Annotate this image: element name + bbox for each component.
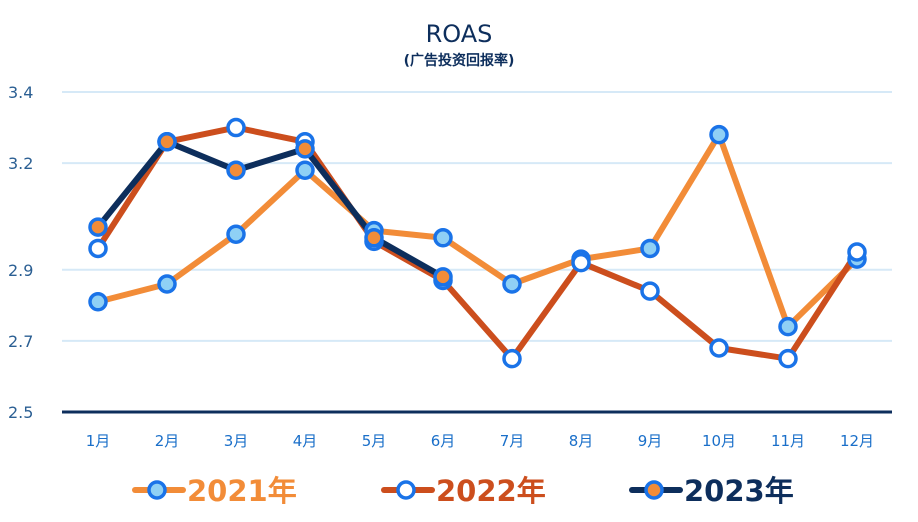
x-tick-label: 7月 (500, 432, 525, 450)
data-point (226, 224, 246, 244)
x-tick-label: 1月 (86, 432, 111, 450)
legend-label: 2022年 (436, 474, 546, 508)
series-line (95, 138, 446, 280)
data-point (433, 267, 453, 287)
data-point (847, 242, 867, 262)
data-point (295, 160, 315, 180)
data-point (226, 160, 246, 180)
chart-subtitle: (广告投资回报率) (403, 53, 515, 69)
x-tick-label: 4月 (293, 432, 318, 450)
data-point (640, 281, 660, 301)
y-tick-label: 3.2 (8, 154, 33, 173)
chart-title: ROAS (425, 20, 493, 48)
data-point (709, 338, 729, 358)
x-tick-label: 2月 (155, 432, 180, 450)
x-tick-label: 8月 (569, 432, 594, 450)
data-point (157, 274, 177, 294)
x-tick-label: 12月 (840, 432, 874, 450)
data-point (157, 132, 177, 152)
legend-swatch-marker (644, 480, 664, 500)
y-tick-label: 3.4 (8, 83, 33, 102)
data-point (433, 228, 453, 248)
data-point (364, 228, 384, 248)
y-tick-label: 2.5 (8, 403, 33, 422)
data-point (88, 292, 108, 312)
data-point (502, 274, 522, 294)
x-tick-label: 6月 (431, 432, 456, 450)
legend-swatch-marker (396, 480, 416, 500)
data-point (778, 348, 798, 369)
x-tick-label: 10月 (702, 432, 736, 450)
data-point (88, 238, 108, 259)
data-point (295, 139, 315, 159)
y-tick-label: 2.7 (8, 332, 33, 351)
legend-label: 2023年 (684, 474, 794, 508)
x-tick-label: 5月 (362, 432, 387, 450)
y-tick-label: 2.9 (8, 261, 33, 280)
data-point (640, 238, 660, 259)
data-point (88, 217, 108, 237)
data-point (709, 124, 729, 145)
x-tick-label: 3月 (224, 432, 249, 450)
series-line (95, 131, 860, 330)
data-point (571, 252, 591, 273)
x-tick-label: 11月 (771, 432, 805, 450)
legend-swatch-marker (147, 480, 167, 500)
data-point (502, 348, 522, 369)
legend-label: 2021年 (187, 474, 297, 508)
series-line (95, 124, 860, 362)
data-point (778, 316, 798, 337)
data-point (226, 117, 246, 138)
x-tick-label: 9月 (638, 432, 663, 450)
